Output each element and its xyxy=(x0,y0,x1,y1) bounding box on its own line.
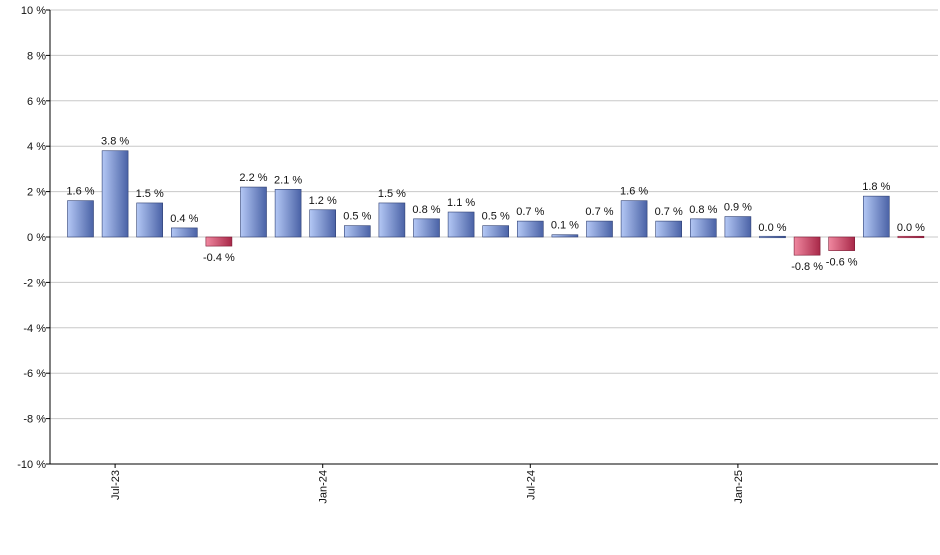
y-axis-tick-labels: 10 % 8 % 6 % 4 % 2 % 0 % -2 % -4 % -6 % -8 % -10 % xyxy=(17,5,46,471)
bar xyxy=(482,225,510,238)
y-tick-label: 6 % xyxy=(27,96,46,108)
x-tick-label: Jul-24 xyxy=(525,470,537,500)
bar xyxy=(309,209,337,238)
bar xyxy=(793,236,821,256)
bars xyxy=(67,150,925,256)
bar-value-label: -0.8 % xyxy=(791,261,823,273)
bar xyxy=(689,218,717,238)
y-tick-label: -2 % xyxy=(23,277,46,289)
bar-value-label: 0.7 % xyxy=(585,206,613,218)
bar-value-label: 0.4 % xyxy=(170,213,198,225)
bar-value-label: 1.6 % xyxy=(620,186,648,198)
y-tick-label: 10 % xyxy=(21,5,46,17)
bar xyxy=(67,200,94,238)
y-tick-label: 0 % xyxy=(27,232,46,244)
bar-value-label: 0.1 % xyxy=(551,220,579,232)
bar xyxy=(101,150,129,238)
bar-value-label: 1.2 % xyxy=(309,195,337,207)
bar-value-label: 1.5 % xyxy=(378,188,406,200)
bar xyxy=(205,236,233,247)
bar xyxy=(378,202,406,238)
bar xyxy=(240,186,267,238)
x-axis-tick-labels: Jul-23 Jan-24 Jul-24 Jan-25 xyxy=(110,464,745,504)
y-tick-label: -10 % xyxy=(17,459,46,471)
bar-value-label: 1.8 % xyxy=(862,181,890,193)
bar xyxy=(343,225,371,238)
bar-value-label: -0.4 % xyxy=(203,252,235,264)
bar-value-labels: 1.6 % 3.8 % 1.5 % 0.4 % -0.4 % 2.2 % 2.1 % 1.2 … xyxy=(66,136,925,273)
bar xyxy=(274,189,302,238)
bar-value-label: 0.0 % xyxy=(897,222,925,234)
grid-lines xyxy=(46,9,938,465)
bar xyxy=(136,202,163,238)
bar xyxy=(171,227,198,238)
bar xyxy=(759,235,786,239)
bar xyxy=(413,218,440,238)
bar-value-label: 0.9 % xyxy=(724,202,752,214)
y-tick-label: 8 % xyxy=(27,50,46,62)
x-tick-label: Jul-23 xyxy=(110,470,122,500)
bar-value-label: 3.8 % xyxy=(101,136,129,148)
bar-value-label: 2.2 % xyxy=(239,172,267,184)
y-tick-label: -8 % xyxy=(23,414,46,426)
bar-value-label: 0.5 % xyxy=(343,211,371,223)
y-tick-label: -6 % xyxy=(23,368,46,380)
y-tick-label: 4 % xyxy=(27,141,46,153)
bar-value-label: 1.6 % xyxy=(66,186,94,198)
bar-value-label: 1.5 % xyxy=(136,188,164,200)
bar xyxy=(551,234,579,238)
bar-value-label: 0.8 % xyxy=(689,204,717,216)
bar-value-label: 0.5 % xyxy=(482,211,510,223)
bar xyxy=(897,235,925,239)
x-tick-label: Jan-25 xyxy=(733,470,745,504)
bar xyxy=(586,220,613,238)
bar-value-label: 0.7 % xyxy=(655,206,683,218)
axes xyxy=(49,10,938,465)
bar xyxy=(828,236,856,251)
y-tick-label: -4 % xyxy=(23,323,46,335)
bar-value-label: 0.0 % xyxy=(758,222,786,234)
bar-value-label: -0.6 % xyxy=(826,257,858,269)
bar xyxy=(724,216,752,238)
bar xyxy=(447,211,475,238)
bar-value-label: 0.8 % xyxy=(412,204,440,216)
bar xyxy=(516,220,544,238)
bar-value-label: 2.1 % xyxy=(274,174,302,186)
y-tick-label: 2 % xyxy=(27,187,46,199)
x-tick-label: Jan-24 xyxy=(318,470,330,504)
bar-value-label: 1.1 % xyxy=(447,197,475,209)
bar xyxy=(862,195,890,238)
bar xyxy=(620,200,648,238)
bar-value-label: 0.7 % xyxy=(516,206,544,218)
bar xyxy=(655,220,683,238)
